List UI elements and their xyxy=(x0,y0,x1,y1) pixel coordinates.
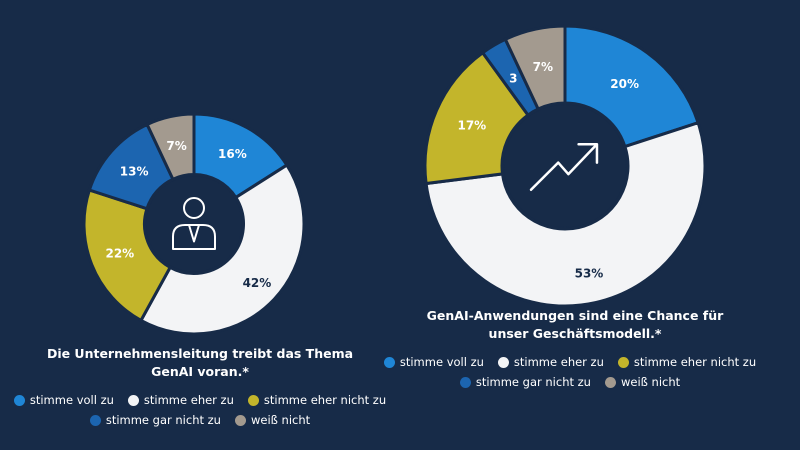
trend-up-icon xyxy=(529,142,599,192)
business-model-slice-stimme-eher-zu xyxy=(424,120,707,308)
legend-swatch xyxy=(617,356,629,368)
business-model-slice-stimme-eher-nicht-zu xyxy=(423,50,531,186)
chart-title-line: Die Unternehmensleitung treibt das Thema xyxy=(46,346,354,361)
business-model-label-stimme-voll-zu: 20% xyxy=(610,77,639,91)
business-model-label-stimme-eher-nicht-zu: 17% xyxy=(457,119,486,133)
legend-label: stimme voll zu xyxy=(399,355,484,369)
legend-label: stimme voll zu xyxy=(29,393,114,407)
business-model-legend-item-stimme-eher-zu: stimme eher zu xyxy=(497,355,604,369)
business-model-center xyxy=(504,105,626,227)
leadership-slice-stimme-eher-nicht-zu xyxy=(82,188,173,323)
legend-label: weiß nicht xyxy=(620,375,681,389)
business-model-label-weiss-nicht: 7% xyxy=(533,60,553,74)
business-model-legend-item-stimme-eher-nicht-zu: stimme eher nicht zu xyxy=(617,355,757,369)
legend-swatch xyxy=(89,414,101,426)
leadership-legend-item-stimme-eher-zu: stimme eher zu xyxy=(127,393,234,407)
legend-label: stimme eher zu xyxy=(143,393,234,407)
leadership-label-weiss-nicht: 7% xyxy=(166,139,186,153)
chart-title-line: GenAI voran.* xyxy=(151,364,249,379)
chart-title-line: GenAI-Anwendungen sind eine Chance für xyxy=(426,308,724,323)
chart-title-line: unser Geschäftsmodell.* xyxy=(488,326,662,341)
chart-title-business-model: GenAI-Anwendungen sind eine Chance für u… xyxy=(415,307,735,343)
legend-row: stimme gar nicht zu weiß nicht xyxy=(400,375,740,389)
legend-swatch xyxy=(247,394,259,406)
leadership-label-stimme-gar-nicht-zu: 13% xyxy=(120,164,149,178)
legend-row: stimme voll zu stimme eher zu stimme eher … xyxy=(13,393,386,407)
legend-row: stimme gar nicht zu weiß nicht xyxy=(20,413,380,427)
leadership-label-stimme-eher-zu: 42% xyxy=(243,276,272,290)
leadership-slice-weiss-nicht xyxy=(145,112,196,182)
business-model-slice-weiss-nicht xyxy=(503,24,567,111)
leadership-legend-item-stimme-voll-zu: stimme voll zu xyxy=(13,393,114,407)
leadership-label-stimme-voll-zu: 16% xyxy=(218,147,247,161)
donut-chart-business-model: 20% 53% 17% 3 7% xyxy=(423,24,707,308)
leadership-label-stimme-eher-nicht-zu: 22% xyxy=(105,246,134,260)
legend-swatch xyxy=(497,356,509,368)
legend-label: stimme gar nicht zu xyxy=(475,375,591,389)
legend-label: stimme eher nicht zu xyxy=(263,393,387,407)
business-model-legend-item-stimme-voll-zu: stimme voll zu xyxy=(383,355,484,369)
person-icon xyxy=(172,197,216,250)
legend-leadership: stimme voll zu stimme eher zu stimme eher … xyxy=(13,393,386,433)
legend-label: stimme eher zu xyxy=(513,355,604,369)
legend-label: stimme eher nicht zu xyxy=(633,355,757,369)
legend-swatch xyxy=(234,414,246,426)
legend-swatch xyxy=(13,394,25,406)
business-model-slice-stimme-voll-zu xyxy=(563,24,701,149)
business-model-legend-item-weiss-nicht: weiß nicht xyxy=(604,375,681,389)
leadership-legend-item-stimme-gar-nicht-zu: stimme gar nicht zu xyxy=(89,413,221,427)
legend-label: weiß nicht xyxy=(250,413,311,427)
legend-swatch xyxy=(127,394,139,406)
legend-business-model: stimme voll zu stimme eher zu stimme eher … xyxy=(383,355,756,395)
leadership-legend-item-stimme-eher-nicht-zu: stimme eher nicht zu xyxy=(247,393,387,407)
business-model-legend-item-stimme-gar-nicht-zu: stimme gar nicht zu xyxy=(459,375,591,389)
chart-title-leadership: Die Unternehmensleitung treibt das Thema… xyxy=(40,345,360,381)
business-model-label-stimme-eher-zu: 53% xyxy=(575,266,604,280)
legend-label: stimme gar nicht zu xyxy=(105,413,221,427)
legend-swatch xyxy=(383,356,395,368)
legend-swatch xyxy=(604,376,616,388)
leadership-legend-item-weiss-nicht: weiß nicht xyxy=(234,413,311,427)
legend-row: stimme voll zu stimme eher zu stimme eher … xyxy=(383,355,756,369)
legend-swatch xyxy=(459,376,471,388)
business-model-label-stimme-gar-nicht-zu: 3 xyxy=(509,72,517,86)
leadership-slice-stimme-eher-zu xyxy=(138,162,306,336)
donut-chart-leadership: 16% 42% 22% 13% 7% xyxy=(82,112,306,336)
